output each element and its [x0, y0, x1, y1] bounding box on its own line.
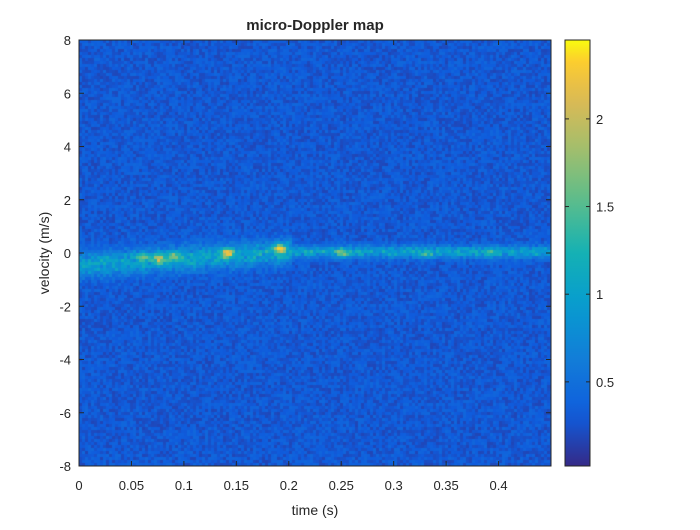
- y-tick-label: 8: [64, 33, 71, 48]
- y-tick-label: -4: [59, 353, 71, 368]
- colorbar-tick-label: 1.5: [596, 200, 614, 215]
- colorbar-tick-label: 0.5: [596, 375, 614, 390]
- chart-title: micro-Doppler map: [246, 17, 384, 34]
- y-tick-label: -2: [59, 299, 71, 314]
- y-tick-label: 4: [64, 140, 71, 155]
- axes: 0 0.05 0.1 0.15 0.2 0.25 0.3 0.35 0.4 8 6 4 2 0 -2 -4 -6…: [59, 33, 552, 493]
- colorbar-tick-label: 1: [596, 287, 603, 302]
- x-tick-label: 0.3: [385, 478, 403, 493]
- x-tick-label: 0.15: [224, 478, 249, 493]
- heatmap-image: [79, 40, 551, 466]
- y-tick-label: 2: [64, 193, 71, 208]
- x-tick-label: 0.25: [329, 478, 354, 493]
- y-tick-label: -8: [59, 459, 71, 474]
- colorbar-tick-label: 2: [596, 112, 603, 127]
- x-tick-label: 0.4: [490, 478, 508, 493]
- x-tick-label: 0.05: [119, 478, 144, 493]
- y-tick-label: 6: [64, 86, 71, 101]
- y-axis-label: velocity (m/s): [36, 212, 52, 294]
- heatmap-area: [79, 40, 551, 466]
- x-tick-label: 0.2: [280, 478, 298, 493]
- y-tick-label: -6: [59, 406, 71, 421]
- y-tick-label: 0: [64, 246, 71, 261]
- colorbar: 2 1.5 1 0.5: [564, 39, 614, 467]
- x-tick-label: 0.1: [175, 478, 193, 493]
- colorbar-gradient: [564, 39, 591, 467]
- x-axis-label: time (s): [292, 502, 339, 518]
- x-tick-label: 0.35: [433, 478, 458, 493]
- x-tick-label: 0: [75, 478, 82, 493]
